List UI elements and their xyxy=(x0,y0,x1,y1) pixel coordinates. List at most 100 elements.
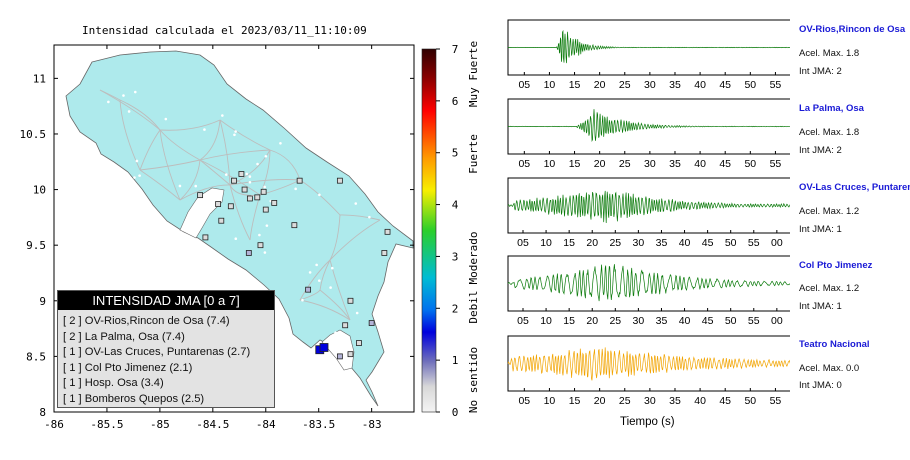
trace-tick-label: 15 xyxy=(563,315,575,327)
town-dot xyxy=(330,266,334,270)
trace-tick-label: 35 xyxy=(669,158,681,170)
scale-label-no-sentido: No sentido xyxy=(467,347,480,413)
town-dot xyxy=(135,159,139,163)
station-markers xyxy=(197,171,391,360)
station-marker xyxy=(246,195,253,202)
town-dot xyxy=(279,141,282,145)
station-marker xyxy=(336,177,343,184)
map-x-tick-label: -84 xyxy=(256,418,276,431)
scale-label-muy-fuerte: Muy Fuerte xyxy=(467,41,480,107)
trace-int-jma: Int JMA: 0 xyxy=(799,380,842,391)
town-dot xyxy=(127,110,131,113)
station-marker xyxy=(197,192,204,199)
town-dot xyxy=(308,271,312,274)
trace-tick-label: 15 xyxy=(563,237,575,249)
town-dot xyxy=(318,193,321,197)
legend-item: [ 2 ] OV-Rios,Rincon de Osa (7.4) xyxy=(63,315,230,327)
trace-tick-label: 40 xyxy=(694,395,706,407)
trace-tick-label: 50 xyxy=(725,237,737,249)
scale-tick-label: 3 xyxy=(452,250,459,263)
trace-tick-label: 55 xyxy=(748,315,760,327)
station-marker xyxy=(260,188,267,195)
trace-tick-label: 35 xyxy=(656,237,668,249)
trace-tick-label: 35 xyxy=(669,79,681,91)
trace-int-jma: Int JMA: 2 xyxy=(799,66,842,77)
station-marker xyxy=(347,297,354,304)
town-dot xyxy=(264,154,268,158)
trace-tick-label: 50 xyxy=(744,79,756,91)
town-dot xyxy=(248,175,252,178)
town-dot xyxy=(107,100,110,104)
road xyxy=(299,299,351,321)
road xyxy=(219,119,231,186)
town-dot xyxy=(224,173,228,176)
town-dot xyxy=(133,176,136,179)
trace-tick-label: 25 xyxy=(609,315,621,327)
station-marker xyxy=(381,250,388,256)
trace-tick-label: 45 xyxy=(702,237,714,249)
town-dot xyxy=(301,298,304,302)
station-marker xyxy=(227,203,234,210)
trace-int-jma: Int JMA: 1 xyxy=(799,224,842,235)
town-dot xyxy=(164,117,168,121)
trace-tick-label: 40 xyxy=(679,237,691,249)
trace-tick-label: 15 xyxy=(569,79,581,91)
map-y-axis: 11 10.5 10 9.5 9 8.5 8 xyxy=(20,72,414,419)
station-marker xyxy=(257,242,264,249)
scale-tick-label: 5 xyxy=(452,147,459,160)
map-x-axis: -86 -85.5 -85 -84.5 -84 -83.5 -83 xyxy=(44,45,382,431)
trace-tick-label: 20 xyxy=(594,158,606,170)
trace-waveform xyxy=(507,109,790,142)
legend-item: [ 2 ] La Palma, Osa (7.4) xyxy=(63,330,185,343)
trace-tick-label: 40 xyxy=(679,315,691,327)
town-dot xyxy=(263,251,267,254)
town-dot xyxy=(263,185,266,189)
scale-label-fuerte: Fuerte xyxy=(467,134,480,174)
scale-tick-label: 6 xyxy=(452,95,459,108)
map-x-tick-label: -84.5 xyxy=(196,418,229,431)
town-dot xyxy=(138,174,141,177)
station-marker xyxy=(245,250,252,256)
trace-tick-label: 05 xyxy=(517,237,529,249)
road xyxy=(119,99,141,171)
trace-acel-max: Acel. Max. 1.8 xyxy=(799,48,860,59)
scale-label-debil: Debil xyxy=(467,290,480,323)
station-marker xyxy=(271,200,278,206)
town-dot xyxy=(133,90,137,94)
trace-tick-label: 20 xyxy=(594,79,606,91)
trace-tick-label: 30 xyxy=(644,158,656,170)
trace-tick-label: 10 xyxy=(540,237,552,249)
station-marker xyxy=(291,222,298,229)
legend-item: [ 1 ] Col Pto Jimenez (2.1) xyxy=(63,361,193,374)
trace-int-jma: Int JMA: 1 xyxy=(799,301,842,312)
town-dot xyxy=(355,311,359,315)
station-marker xyxy=(202,234,209,241)
trace-acel-max: Acel. Max. 1.2 xyxy=(799,283,860,294)
map-x-tick-label: -85.5 xyxy=(90,418,123,431)
trace-tick-label: 45 xyxy=(702,315,714,327)
town-dot xyxy=(354,202,358,205)
legend-item: [ 1 ] Hosp. Osa (3.4) xyxy=(63,377,164,389)
map-y-tick-label: 11 xyxy=(33,72,46,85)
trace-waveform xyxy=(507,347,790,381)
road xyxy=(179,159,201,201)
color-scale-text: Muy Fuerte Fuerte Moderado Debil No sent… xyxy=(467,41,480,413)
town-dot xyxy=(368,215,371,219)
town-dot xyxy=(317,279,321,282)
road xyxy=(319,259,331,291)
trace-station-name: Col Pto Jimenez xyxy=(799,260,873,271)
trace-tick-label: 35 xyxy=(669,395,681,407)
golfo-dulce xyxy=(321,329,355,371)
trace-acel-max: Acel. Max. 0.0 xyxy=(799,363,860,374)
station-marker xyxy=(238,171,245,177)
town-dot xyxy=(248,180,252,184)
trace-tick-label: 25 xyxy=(619,79,631,91)
map-y-tick-label: 9 xyxy=(39,295,46,308)
station-marker xyxy=(356,340,362,346)
road xyxy=(319,289,351,321)
trace-tick-label: 25 xyxy=(619,158,631,170)
legend-title: INTENSIDAD JMA [0 a 7] xyxy=(58,291,274,310)
legend-item: [ 1 ] OV-Las Cruces, Puntarenas (2.7) xyxy=(63,346,251,358)
town-dot xyxy=(334,331,337,334)
road xyxy=(119,99,161,131)
